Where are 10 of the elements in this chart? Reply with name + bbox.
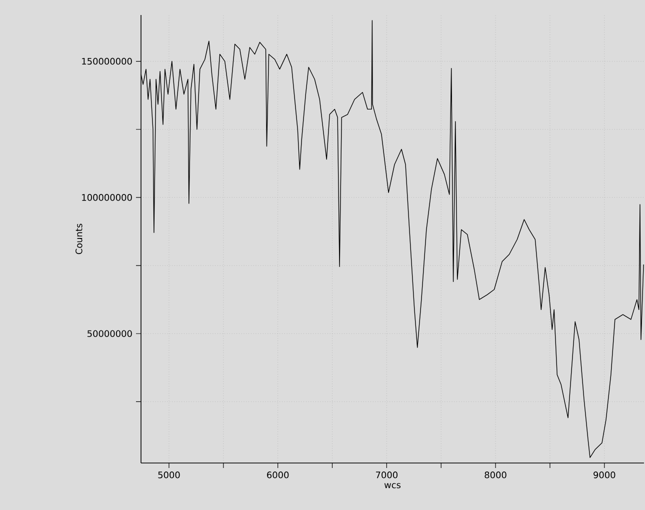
x-tick-label: 8000 bbox=[484, 472, 506, 478]
x-tick-label: 6000 bbox=[267, 472, 289, 478]
y-tick-label: 50000000 bbox=[88, 330, 132, 338]
y-axis-title: Counts bbox=[76, 224, 82, 254]
y-tick-label: 150000000 bbox=[82, 58, 132, 65]
x-axis-title: wcs bbox=[384, 483, 401, 488]
x-tick-label: 5000 bbox=[158, 472, 180, 478]
x-tick-label: 7000 bbox=[376, 472, 398, 478]
y-tick-label: 100000000 bbox=[82, 194, 132, 201]
x-tick-label: 9000 bbox=[594, 472, 616, 478]
